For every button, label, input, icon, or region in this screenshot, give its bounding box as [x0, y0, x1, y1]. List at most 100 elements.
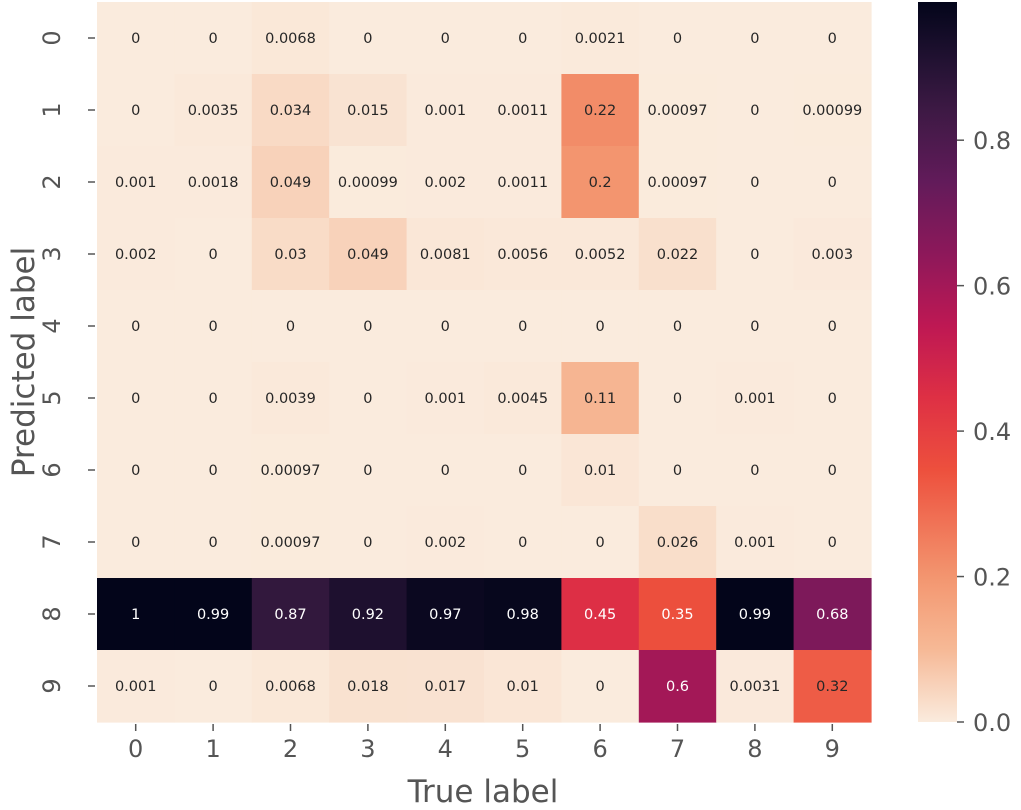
cell-value-label: 0.68	[816, 607, 848, 623]
heatmap-cell	[174, 434, 253, 507]
heatmap-cell	[251, 146, 330, 219]
cell-value-label: 0	[518, 31, 527, 47]
heatmap-cell	[174, 290, 253, 363]
cell-value-label: 0.22	[584, 103, 616, 119]
heatmap-cells	[97, 2, 872, 723]
heatmap-cell	[97, 506, 175, 579]
cell-value-label: 0	[750, 463, 759, 479]
cell-value-label: 0.2	[589, 175, 612, 191]
heatmap-cell	[716, 74, 795, 147]
heatmap-cell	[174, 74, 253, 147]
heatmap-cell	[329, 650, 408, 723]
cell-value-label: 0	[208, 679, 217, 695]
heatmap-cell	[638, 2, 717, 75]
heatmap-cell	[97, 290, 175, 363]
x-axis: 0 1 2 3 4 5 6 7 8 9	[128, 724, 840, 763]
heatmap-cell	[793, 2, 872, 75]
cell-value-label: 0.03	[274, 247, 306, 263]
cell-value-label: 0.049	[270, 175, 312, 191]
cell-value-label: 0	[828, 319, 837, 335]
heatmap-cell	[329, 506, 408, 579]
colorbar-tick-label: 0.0	[973, 709, 1011, 737]
heatmap-cell	[174, 2, 253, 75]
cell-value-label: 0.0035	[188, 103, 239, 119]
cell-value-label: 0.0045	[497, 391, 548, 407]
heatmap-cell	[716, 650, 795, 723]
heatmap-cell	[484, 290, 562, 363]
cell-value-label: 0	[828, 31, 837, 47]
heatmap-cell	[329, 290, 408, 363]
heatmap-cell	[716, 2, 795, 75]
cell-value-label: 0.00097	[261, 463, 321, 479]
x-tick-label: 4	[438, 735, 453, 763]
heatmap-cell	[406, 362, 485, 435]
cell-value-label: 0	[595, 319, 604, 335]
x-tick-label: 6	[592, 735, 607, 763]
cell-value-label: 0	[131, 31, 140, 47]
heatmap-cell	[251, 2, 330, 75]
cell-value-label: 0	[595, 535, 604, 551]
heatmap-cell	[793, 650, 872, 723]
x-tick-label: 5	[515, 735, 530, 763]
cell-value-label: 0.00099	[338, 175, 398, 191]
cell-value-label: 0.01	[584, 463, 616, 479]
heatmap-cell	[251, 362, 330, 435]
cell-value-label: 0.001	[115, 679, 157, 695]
x-tick-label: 8	[747, 735, 762, 763]
heatmap-cell	[793, 218, 872, 291]
cell-value-label: 0.11	[584, 391, 616, 407]
heatmap-cell	[793, 146, 872, 219]
heatmap-cell	[484, 506, 562, 579]
cell-value-label: 0.018	[347, 679, 389, 695]
cell-value-label: 0.99	[739, 607, 771, 623]
y-tick-label: 7	[38, 534, 66, 549]
cell-value-label: 0	[363, 391, 372, 407]
x-tick-label: 0	[128, 735, 143, 763]
cell-value-label: 0	[750, 31, 759, 47]
heatmap-cell	[97, 2, 175, 75]
heatmap-cell	[561, 74, 640, 147]
cell-value-label: 0.001	[425, 103, 467, 119]
cell-value-label: 0.0052	[575, 247, 626, 263]
cell-value-label: 0	[673, 31, 682, 47]
heatmap-cell	[484, 650, 562, 723]
heatmap-cell	[561, 650, 640, 723]
heatmap-cell	[329, 74, 408, 147]
cell-value-label: 0	[208, 247, 217, 263]
heatmap-cell	[638, 434, 717, 507]
cell-value-label: 0.002	[425, 535, 467, 551]
heatmap-cell	[97, 578, 175, 651]
x-axis-label: True label	[407, 774, 559, 810]
heatmap-cell	[174, 362, 253, 435]
heatmap-cell	[406, 506, 485, 579]
cell-value-label: 0	[286, 319, 295, 335]
heatmap-cell	[329, 578, 408, 651]
heatmap-cell	[97, 218, 175, 291]
heatmap-cell	[406, 650, 485, 723]
cell-value-label: 0.017	[425, 679, 467, 695]
cell-value-label: 0.001	[115, 175, 157, 191]
heatmap-cell	[406, 290, 485, 363]
cell-value-label: 0	[673, 463, 682, 479]
heatmap-cell	[97, 650, 175, 723]
heatmap-cell	[97, 74, 175, 147]
heatmap-cell	[638, 290, 717, 363]
cell-value-label: 0.32	[816, 679, 848, 695]
cell-value-label: 0.00099	[802, 103, 862, 119]
y-tick-label: 2	[38, 174, 66, 189]
x-tick-label: 9	[825, 735, 840, 763]
cell-value-label: 0	[828, 391, 837, 407]
heatmap-cell	[174, 146, 253, 219]
cell-value-label: 0.0056	[497, 247, 548, 263]
cell-value-label: 0	[208, 31, 217, 47]
y-tick-label: 8	[38, 606, 66, 621]
cell-value-label: 0	[363, 463, 372, 479]
heatmap-cell	[251, 434, 330, 507]
colorbar-tick-label: 0.2	[973, 564, 1011, 592]
cell-value-label: 0.0011	[497, 175, 548, 191]
cell-value-label: 0.0011	[497, 103, 548, 119]
heatmap-cell	[484, 578, 562, 651]
colorbar-ticks: 0.0 0.2 0.4 0.6 0.8	[957, 127, 1011, 737]
heatmap-cell	[716, 146, 795, 219]
heatmap-cell	[174, 650, 253, 723]
